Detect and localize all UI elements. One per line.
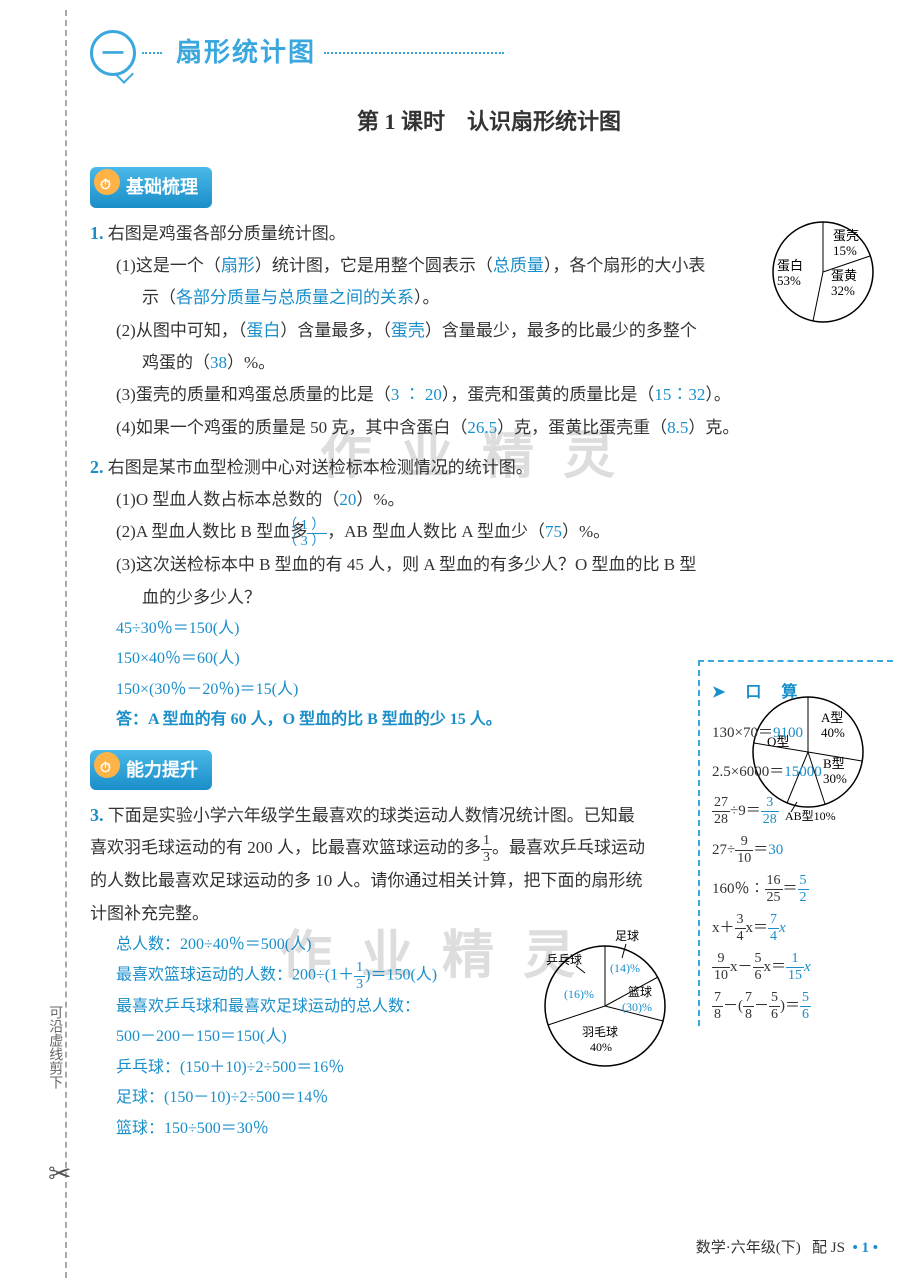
- calc-row: 910x－56x＝115x: [712, 948, 893, 987]
- answer: (16)%: [564, 987, 594, 1001]
- q2-stem: 右图是某市血型检测中心对送检标本检测情况的统计图。: [108, 458, 533, 477]
- fraction: 13: [481, 833, 492, 865]
- footer-edition: 配 JS: [812, 1240, 845, 1256]
- section-badge-ability: ⏱能力提升: [90, 750, 212, 790]
- solution-line: 45÷30％＝150(人): [90, 614, 888, 644]
- answer: 38: [210, 353, 227, 372]
- chapter-number: 一: [90, 30, 136, 76]
- answer: (14)%: [610, 961, 640, 975]
- chapter-header: 一 扇形统计图: [90, 30, 888, 77]
- pie-label: 蛋黄: [831, 268, 857, 283]
- sidebar-title: 口 算: [712, 672, 893, 714]
- solution-line: 篮球：150÷500＝30％: [90, 1114, 670, 1144]
- answer: (30)%: [622, 1000, 652, 1014]
- pie-label: 40%: [590, 1040, 612, 1054]
- lesson-title: 第 1 课时 认识扇形统计图: [90, 102, 888, 142]
- pie-label: 15%: [833, 243, 857, 258]
- pie-label: 53%: [777, 273, 801, 288]
- answer: 115x: [786, 959, 811, 975]
- chapter-title: 扇形统计图: [176, 30, 316, 77]
- pie-label: 乒乓球: [546, 953, 582, 967]
- answer: 15∶32: [654, 385, 705, 404]
- footer-subject: 数学·六年级(下): [696, 1240, 801, 1256]
- pie-label: 篮球: [628, 984, 652, 999]
- pie-label: 蛋壳: [833, 228, 859, 243]
- answer: 26.5: [467, 418, 497, 437]
- answer: 20: [339, 490, 356, 509]
- section-label: 基础梳理: [126, 177, 198, 197]
- answer: （ 1 ）（ 3 ）: [307, 518, 327, 550]
- answer: 3 ∶ 20: [391, 385, 442, 404]
- answer: 8.5: [667, 418, 688, 437]
- calc-row: 27÷910＝30: [712, 831, 893, 870]
- answer: 9100: [773, 725, 803, 741]
- answer: 总质量: [493, 256, 544, 275]
- mental-math-sidebar: 口 算 130×70＝9100 2.5×6000＝15000 2728÷9＝32…: [698, 660, 893, 1026]
- calc-row: 78－(78－56)＝56: [712, 987, 893, 1026]
- calc-row: 130×70＝9100: [712, 714, 893, 753]
- pie-label: 足球: [615, 929, 639, 943]
- section-label: 能力提升: [126, 760, 198, 780]
- answer: 328: [761, 795, 779, 827]
- q2-p3: (3)这次送检标本中 B 型血的有 45 人，则 A 型血的有多少人？O 型血的…: [116, 549, 706, 614]
- answer: 15000: [784, 764, 822, 780]
- solution-line: 足球：(150－10)÷2÷500＝14％: [90, 1083, 670, 1113]
- pie-label: 蛋白: [777, 258, 803, 273]
- page-number: 1: [861, 1240, 869, 1256]
- answer: 56: [800, 990, 811, 1022]
- answer: 蛋壳: [391, 321, 425, 340]
- pie-chart-sports: 足球 (14)% 乒乓球 (16)% 篮球 (30)% 羽毛球 40%: [530, 928, 680, 1078]
- pie-label: 羽毛球: [582, 1025, 618, 1039]
- calc-row: 2728÷9＝328: [712, 792, 893, 831]
- page-footer: 数学·六年级(下) 配 JS • 1 •: [696, 1235, 878, 1262]
- answer: 75: [545, 522, 562, 541]
- section-badge-basics: ⏱基础梳理: [90, 167, 212, 207]
- pie-chart-egg: 蛋壳 15% 蛋白 53% 蛋黄 32%: [753, 212, 878, 332]
- answer: 扇形: [221, 256, 255, 275]
- answer: 52: [798, 873, 809, 905]
- q1-stem: 右图是鸡蛋各部分质量统计图。: [108, 224, 346, 243]
- answer: 74x: [768, 920, 786, 936]
- pie-label: 32%: [831, 283, 855, 298]
- calc-row: 2.5×6000＝15000: [712, 753, 893, 792]
- answer: 蛋白: [246, 321, 280, 340]
- calc-row: 160％∶1625＝52: [712, 870, 893, 909]
- calc-row: x＋34x＝74x: [712, 909, 893, 948]
- answer: 30: [768, 842, 783, 858]
- answer: 各部分质量与总质量之间的关系: [176, 288, 414, 307]
